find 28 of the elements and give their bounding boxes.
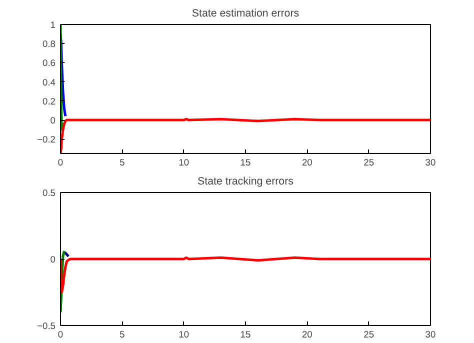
x-tick-label: 5: [120, 330, 125, 340]
line-series: [60, 24, 64, 131]
x-tick-label: 0: [58, 158, 64, 168]
x-tick-label: 20: [302, 158, 312, 168]
x-tick-label: 30: [425, 158, 436, 168]
x-tick-label: 25: [364, 330, 374, 340]
y-tick-label: 0.5: [42, 188, 56, 198]
line-series: [60, 256, 430, 294]
chart-title: State tracking errors: [198, 176, 294, 188]
x-tick-label: 10: [178, 330, 190, 340]
y-tick-label: −0.2: [37, 134, 56, 145]
chart-title: State estimation errors: [192, 8, 300, 20]
y-tick-label: 0.8: [42, 39, 56, 50]
x-tick-label: 15: [240, 158, 251, 168]
y-tick-label: 0.6: [42, 58, 56, 68]
y-tick-label: 0.2: [42, 96, 56, 106]
y-tick-label: −0.5: [37, 321, 56, 331]
x-tick-label: 10: [178, 158, 190, 168]
x-tick-label: 25: [364, 158, 374, 168]
y-tick-label: 0: [50, 116, 56, 126]
x-tick-label: 5: [120, 158, 125, 168]
x-tick-label: 30: [425, 330, 436, 340]
x-tick-label: 15: [240, 330, 251, 340]
y-tick-label: 0.4: [42, 77, 56, 88]
x-tick-label: 20: [302, 330, 312, 340]
y-tick-label: 1: [50, 20, 56, 30]
x-tick-label: 0: [58, 330, 64, 340]
y-tick-label: 0: [50, 254, 56, 264]
